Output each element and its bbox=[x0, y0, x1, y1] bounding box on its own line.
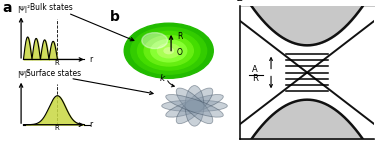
Circle shape bbox=[142, 33, 167, 49]
Ellipse shape bbox=[185, 86, 204, 126]
Text: E: E bbox=[237, 0, 243, 3]
Circle shape bbox=[157, 44, 180, 58]
Text: R: R bbox=[54, 60, 59, 66]
Ellipse shape bbox=[162, 100, 227, 112]
Circle shape bbox=[164, 48, 174, 54]
Text: k: k bbox=[376, 143, 378, 145]
Text: a: a bbox=[2, 1, 12, 16]
Text: O: O bbox=[177, 48, 183, 57]
Text: b: b bbox=[110, 10, 120, 24]
Circle shape bbox=[144, 36, 193, 66]
Text: k: k bbox=[160, 74, 164, 83]
Text: A: A bbox=[253, 65, 258, 74]
Ellipse shape bbox=[166, 95, 223, 117]
Ellipse shape bbox=[176, 88, 213, 124]
Ellipse shape bbox=[166, 95, 223, 117]
Text: Bulk states: Bulk states bbox=[30, 3, 73, 12]
Text: R: R bbox=[177, 32, 182, 41]
Circle shape bbox=[124, 23, 213, 78]
Text: R: R bbox=[253, 74, 258, 83]
Circle shape bbox=[151, 40, 187, 62]
Text: r: r bbox=[89, 55, 92, 64]
Text: r: r bbox=[89, 120, 92, 129]
Text: Surface states: Surface states bbox=[26, 69, 82, 78]
Circle shape bbox=[138, 31, 200, 70]
Ellipse shape bbox=[176, 88, 213, 124]
Circle shape bbox=[131, 27, 207, 74]
Text: |Ψ|²: |Ψ|² bbox=[17, 5, 31, 13]
Text: |Ψ|²: |Ψ|² bbox=[17, 70, 31, 78]
Text: R: R bbox=[54, 126, 59, 132]
